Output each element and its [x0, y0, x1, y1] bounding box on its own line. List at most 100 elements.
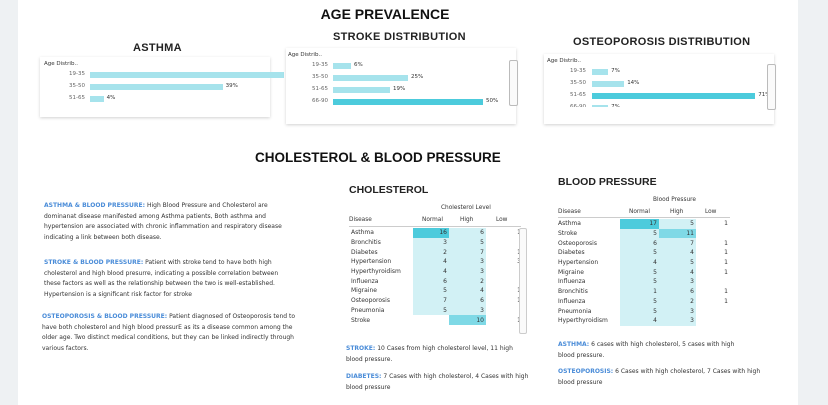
- high-count: 11: [659, 228, 696, 239]
- bloodpressure-note-osteo: OSTEOPOROSIS: 6 Cases with high choleste…: [558, 367, 763, 388]
- cholesterol-col-normal: Normal: [422, 217, 443, 223]
- high-count: 6: [449, 295, 486, 306]
- normal-count: 4: [620, 315, 659, 326]
- normal-count: 5: [413, 305, 449, 316]
- high-count: 3: [449, 266, 486, 277]
- table-row[interactable]: Stroke 101: [349, 315, 523, 325]
- age-bar[interactable]: [90, 72, 284, 78]
- table-row[interactable]: Diabetes 271: [349, 247, 523, 258]
- bloodpressure-note-asthma-lead: ASTHMA:: [558, 341, 590, 348]
- cholesterol-table-viewport: Asthma1661Bronchitis35Diabetes 271 Hyperte…: [349, 228, 529, 335]
- age-bar-percent: 50%: [486, 98, 499, 104]
- table-row[interactable]: Influenza 6 2: [349, 276, 523, 287]
- table-row[interactable]: Hypertension433: [349, 257, 523, 267]
- age-bar[interactable]: [333, 99, 483, 105]
- cholesterol-col-low: Low: [496, 217, 508, 223]
- disease-name: Hypertension: [351, 258, 392, 266]
- low-count: 1: [486, 228, 523, 238]
- bloodpressure-col-disease: Disease: [558, 209, 581, 215]
- high-count: 7: [449, 247, 486, 258]
- age-bar[interactable]: [90, 96, 104, 102]
- cholesterol-scrollbar[interactable]: [519, 228, 527, 334]
- stroke-chart-card: Age Distrib.. 19-35 6% 35-50 25% 51-65 19% 66-…: [286, 48, 518, 124]
- cholesterol-table: Asthma1661Bronchitis35Diabetes 271 Hyperte…: [349, 228, 523, 325]
- osteo-chart-card: Age Distrib.. 19-35 7% 35-50 14% 51-65 71% 66-…: [544, 54, 776, 124]
- disease-name: Influenza: [558, 297, 586, 305]
- age-bar[interactable]: [592, 69, 609, 75]
- left-margin: [0, 0, 18, 405]
- age-group-label: 35-50: [69, 83, 85, 89]
- normal-count: 4: [620, 257, 659, 268]
- high-count: 4: [659, 267, 696, 278]
- cholesterol-title: CHOLESTEROL: [349, 184, 429, 196]
- age-bar-percent: 19%: [393, 86, 406, 92]
- age-bar-percent: 25%: [411, 74, 424, 80]
- table-row[interactable]: Pneumonia 5 3: [349, 305, 523, 316]
- table-row[interactable]: Bronchitis 3 5: [349, 237, 523, 248]
- age-bar[interactable]: [90, 84, 223, 90]
- disease-name: Osteoporosis: [351, 297, 390, 305]
- normal-count: 3: [413, 237, 449, 248]
- normal-count: 6: [620, 238, 659, 249]
- age-bar[interactable]: [333, 75, 408, 81]
- high-count: 3: [449, 257, 486, 267]
- normal-count: 5: [413, 286, 449, 296]
- high-count: 5: [449, 237, 486, 248]
- low-count: [696, 229, 730, 239]
- low-count: [696, 306, 730, 316]
- table-row[interactable]: Osteoporosis 761: [349, 295, 523, 306]
- table-row[interactable]: Diabetes 5 4 1: [556, 248, 730, 258]
- table-row[interactable]: Stroke 5 11: [556, 228, 730, 239]
- high-count: 10: [449, 315, 486, 325]
- low-count: 1: [724, 268, 728, 276]
- disease-name: Migraine: [351, 287, 377, 295]
- high-count: 5: [659, 219, 696, 229]
- stroke-bp-lead: STROKE & BLOOD PRESSURE:: [44, 259, 144, 266]
- table-row[interactable]: Pneumonia 5 3: [556, 306, 730, 316]
- stroke-field-label: Age Distrib..: [288, 52, 322, 58]
- bloodpressure-level-header: Blood Pressure: [653, 197, 696, 203]
- disease-name: Stroke: [351, 316, 371, 324]
- osteo-title: OSTEOPOROSIS DISTRIBUTION: [573, 36, 751, 48]
- high-count: 6: [659, 286, 696, 297]
- age-bar[interactable]: [592, 105, 609, 107]
- disease-name: Migraine: [558, 268, 584, 276]
- age-group-label: 19-35: [312, 62, 328, 68]
- low-count: [696, 277, 730, 287]
- osteo-bp-description: OSTEOPOROSIS & BLOOD PRESSURE: Patient d…: [42, 312, 304, 354]
- table-row[interactable]: Asthma 17 5 1: [556, 219, 730, 229]
- table-row[interactable]: Asthma 1661: [349, 228, 523, 238]
- stroke-title: STROKE DISTRIBUTION: [333, 31, 466, 43]
- table-row[interactable]: Bronchitis 1 6 1: [556, 286, 730, 297]
- cholesterol-note-diabetes: DIABETES: 7 Cases with high cholesterol,…: [346, 372, 536, 393]
- age-group-label: 19-35: [69, 71, 85, 77]
- osteo-scrollbar[interactable]: [767, 64, 776, 110]
- normal-count: 6: [413, 276, 449, 287]
- bloodpressure-col-normal: Normal: [629, 209, 650, 215]
- low-count: [486, 267, 523, 277]
- age-bar[interactable]: [592, 81, 625, 87]
- normal-count: 2: [413, 247, 449, 258]
- age-bar[interactable]: [333, 87, 390, 93]
- age-group-label: 35-50: [570, 80, 586, 86]
- age-bar[interactable]: [333, 63, 351, 69]
- table-row[interactable]: Influenza 5 3: [556, 277, 730, 287]
- age-bar-percent: 39%: [225, 83, 238, 89]
- disease-name: Asthma: [558, 220, 581, 228]
- table-row[interactable]: Influenza 5 2 1: [556, 296, 730, 307]
- age-bar-percent: 7%: [611, 68, 620, 74]
- table-row[interactable]: Hyperthyroidism 4 3: [349, 266, 523, 277]
- table-row[interactable]: Hyperthyroidism 4 3: [556, 315, 730, 326]
- high-count: 2: [659, 296, 696, 307]
- disease-name: Diabetes: [351, 248, 378, 256]
- age-bar[interactable]: [592, 93, 756, 99]
- bloodpressure-table: Asthma 17 5 1 Stroke 5 11 Osteoporosis 6 7 1 Diabet…: [556, 219, 730, 326]
- age-group-label: 51-65: [312, 86, 328, 92]
- table-row[interactable]: Osteoporosis 6 7 1: [556, 238, 730, 249]
- table-row[interactable]: Hypertension 4 5 1: [556, 257, 730, 268]
- stroke-scrollbar[interactable]: [509, 60, 518, 106]
- normal-count: 4: [413, 266, 449, 277]
- normal-count: 5: [620, 228, 659, 239]
